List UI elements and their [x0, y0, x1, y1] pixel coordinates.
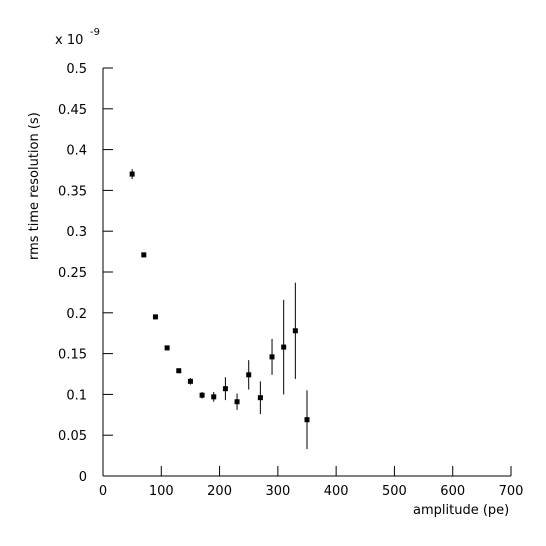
point	[199, 392, 205, 398]
y-tick-label: 0.4	[66, 144, 87, 159]
point	[141, 252, 147, 258]
y-tick-label: 0.25	[58, 266, 87, 281]
x-tick-label: 300	[265, 484, 290, 499]
point	[164, 345, 170, 351]
x-tick-label: 100	[149, 484, 174, 499]
point	[292, 328, 298, 334]
y-tick-label: 0.2	[66, 307, 87, 322]
point	[269, 354, 275, 360]
y-tick-label: 0.3	[66, 225, 87, 240]
point	[176, 368, 182, 374]
y-tick-label: 0.15	[58, 348, 87, 363]
point	[211, 394, 217, 400]
y-axis-label: rms time resolution (s)	[27, 112, 42, 260]
point	[187, 378, 193, 384]
axis-multiplier: x 10	[55, 33, 83, 48]
x-tick-label: 400	[324, 484, 349, 499]
point	[222, 386, 228, 392]
y-tick-label: 0.1	[66, 388, 87, 403]
x-tick-label: 700	[499, 484, 524, 499]
y-tick-label: 0.45	[58, 103, 87, 118]
x-axis-label: amplitude (pe)	[413, 503, 509, 518]
y-tick-label: 0.5	[66, 62, 87, 77]
x-tick-label: 200	[207, 484, 232, 499]
point	[257, 395, 263, 401]
point	[152, 314, 158, 320]
y-tick-label: 0	[79, 470, 87, 485]
x-tick-label: 0	[99, 484, 107, 499]
point	[234, 399, 240, 405]
point	[246, 372, 252, 378]
y-tick-label: 0.35	[58, 184, 87, 199]
axis-multiplier-exponent: -9	[90, 27, 100, 38]
point	[129, 171, 135, 177]
x-tick-label: 500	[382, 484, 407, 499]
x-tick-label: 600	[440, 484, 465, 499]
y-tick-label: 0.05	[58, 429, 87, 444]
point	[281, 344, 287, 350]
point	[304, 417, 310, 423]
